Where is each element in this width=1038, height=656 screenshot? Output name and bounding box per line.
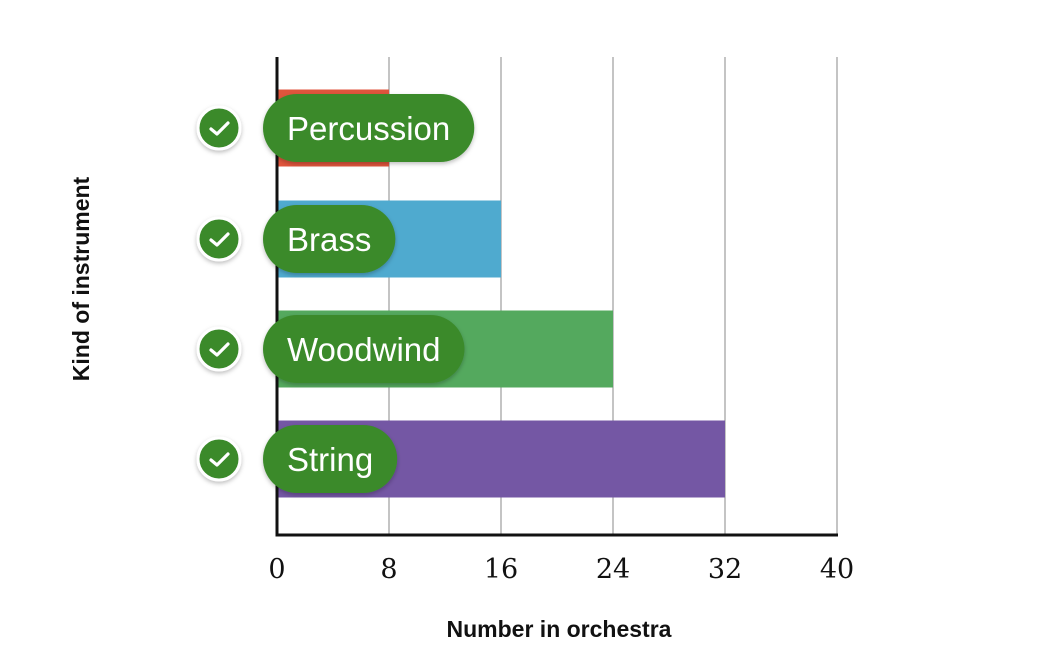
category-label-text: Brass bbox=[287, 221, 371, 258]
checkmark-icon bbox=[196, 216, 242, 262]
x-tick-label-8: 8 bbox=[380, 554, 397, 585]
category-label-text: Percussion bbox=[287, 110, 450, 147]
x-tick-label-0: 0 bbox=[268, 554, 285, 585]
checkmark-icon bbox=[196, 326, 242, 372]
category-label-percussion: Percussion bbox=[263, 94, 475, 162]
category-label-brass: Brass bbox=[263, 205, 396, 273]
category-label-text: Woodwind bbox=[287, 331, 440, 368]
checkmark-icon bbox=[196, 105, 242, 151]
category-label-text: String bbox=[287, 441, 373, 478]
category-label-woodwind: Woodwind bbox=[263, 315, 465, 383]
y-axis-title: Kind of instrument bbox=[68, 176, 94, 381]
x-tick-label-40: 40 bbox=[820, 554, 854, 585]
x-tick-label-32: 32 bbox=[708, 554, 742, 585]
category-label-string: String bbox=[263, 425, 398, 493]
x-tick-label-24: 24 bbox=[596, 554, 630, 585]
checkmark-icon bbox=[196, 436, 242, 482]
x-axis-title: Number in orchestra bbox=[447, 616, 672, 642]
category-labels: Percussion Brass Woodwind String bbox=[196, 94, 475, 493]
x-tick-label-16: 16 bbox=[484, 554, 518, 585]
